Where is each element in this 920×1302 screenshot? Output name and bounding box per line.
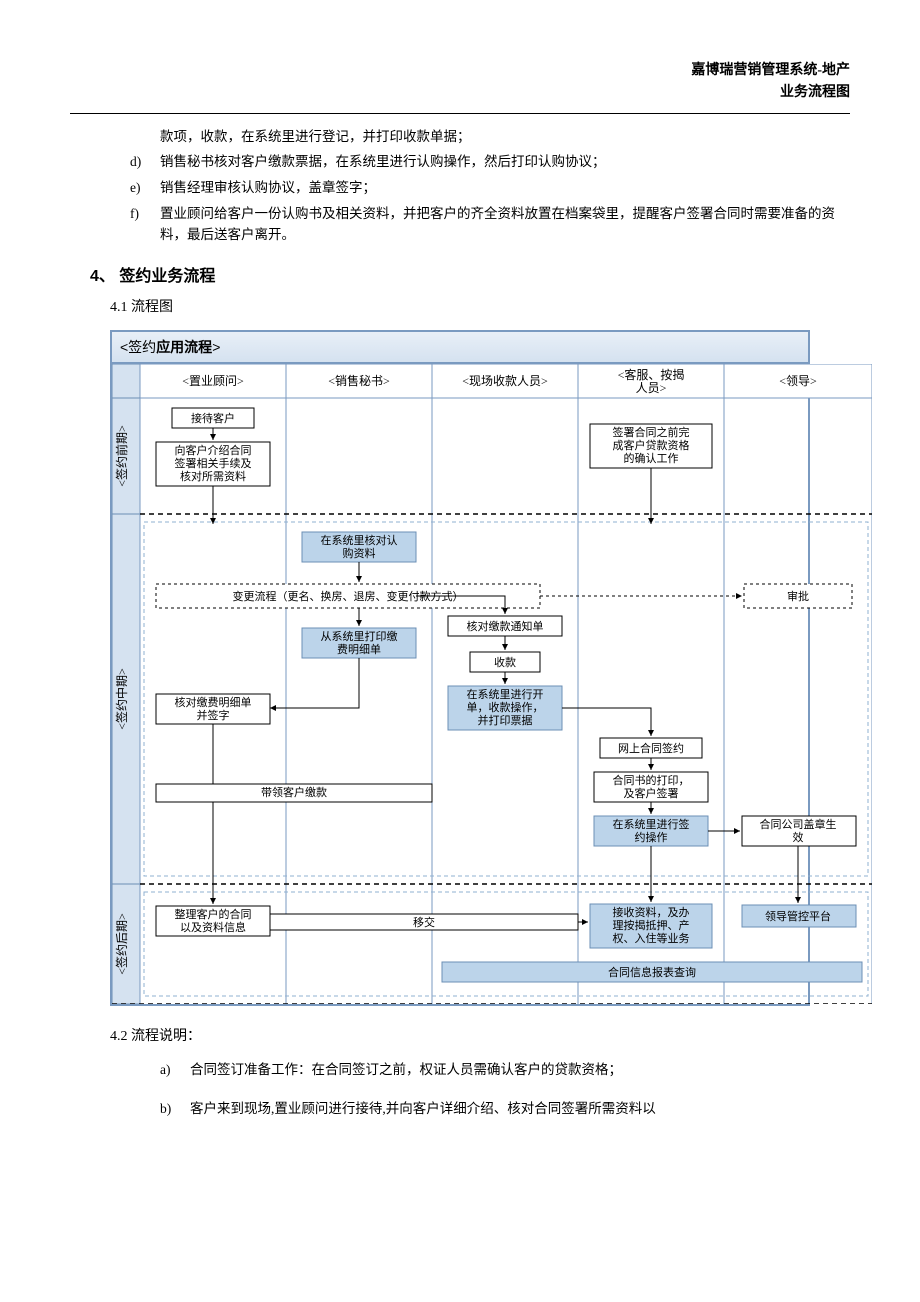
svg-text:移交: 移交 xyxy=(413,915,435,929)
svg-text:<签约前期>: <签约前期> xyxy=(114,425,129,487)
section-4-2: 4.2 流程说明： xyxy=(110,1026,850,1048)
svg-text:单，收款操作，: 单，收款操作， xyxy=(467,700,544,714)
svg-text:的确认工作: 的确认工作 xyxy=(624,451,679,465)
svg-text:签署相关手续及: 签署相关手续及 xyxy=(175,456,252,470)
svg-text:合同书的打印，: 合同书的打印， xyxy=(613,773,690,787)
header-line2: 业务流程图 xyxy=(70,82,850,104)
svg-text:收款: 收款 xyxy=(494,655,516,669)
svg-text:接待客户: 接待客户 xyxy=(191,411,235,425)
svg-text:成客户贷款资格: 成客户贷款资格 xyxy=(613,438,690,452)
svg-text:带领客户缴款: 带领客户缴款 xyxy=(261,785,327,799)
svg-text:购资料: 购资料 xyxy=(343,546,376,560)
svg-text:费明细单: 费明细单 xyxy=(337,643,381,656)
svg-text:以及资料信息: 以及资料信息 xyxy=(180,920,246,934)
desc-b: b)客户来到现场,置业顾问进行接待,并向客户详细介绍、核对合同签署所需资料以 xyxy=(160,1098,850,1120)
svg-text:接收资料，及办: 接收资料，及办 xyxy=(613,905,690,919)
svg-text:网上合同签约: 网上合同签约 xyxy=(618,741,684,755)
svg-text:<签约后期>: <签约后期> xyxy=(114,913,129,975)
cont-c: 款项，收款，在系统里进行登记，并打印收款单据； xyxy=(160,126,850,148)
svg-text:审批: 审批 xyxy=(787,589,809,603)
svg-text:并签字: 并签字 xyxy=(197,708,230,722)
section-4-title: 4、 签约业务流程 xyxy=(90,264,850,290)
svg-text:向客户介绍合同: 向客户介绍合同 xyxy=(175,443,252,457)
svg-text:在系统里进行签: 在系统里进行签 xyxy=(613,817,690,831)
svg-text:效: 效 xyxy=(793,830,804,844)
flowchart-container: <签约应用流程> <置业顾问> <销售秘书> <现场收款人员> <客服、按揭人员… xyxy=(110,330,810,1006)
svg-text:在系统里核对认: 在系统里核对认 xyxy=(321,533,398,547)
item-e: e)销售经理审核认购协议，盖章签字； xyxy=(130,177,850,199)
flowchart-svg: <置业顾问> <销售秘书> <现场收款人员> <客服、按揭人员> <领导> <签… xyxy=(112,364,872,1004)
svg-text:整理客户的合同: 整理客户的合同 xyxy=(175,907,252,921)
svg-text:人员>: 人员> xyxy=(636,381,667,395)
svg-text:核对缴款通知单: 核对缴款通知单 xyxy=(467,619,544,633)
svg-text:<销售秘书>: <销售秘书> xyxy=(328,373,390,388)
svg-text:核对缴费明细单: 核对缴费明细单 xyxy=(175,695,252,709)
svg-text:及客户签署: 及客户签署 xyxy=(624,786,679,800)
svg-text:理按揭抵押、产: 理按揭抵押、产 xyxy=(613,918,690,932)
desc-a: a)合同签订准备工作：在合同签订之前，权证人员需确认客户的贷款资格； xyxy=(160,1059,850,1081)
item-d: d)销售秘书核对客户缴款票据，在系统里进行认购操作，然后打印认购协议； xyxy=(130,151,850,173)
section-4-1: 4.1 流程图 xyxy=(110,297,850,319)
svg-text:在系统里进行开: 在系统里进行开 xyxy=(467,688,544,701)
svg-text:签署合同之前完: 签署合同之前完 xyxy=(613,425,690,439)
svg-text:领导管控平台: 领导管控平台 xyxy=(765,909,831,923)
svg-text:约操作: 约操作 xyxy=(635,830,668,844)
svg-text:从系统里打印缴: 从系统里打印缴 xyxy=(321,629,398,643)
header-line1: 嘉博瑞营销管理系统-地产 xyxy=(70,60,850,82)
svg-text:权、入住等业务: 权、入住等业务 xyxy=(613,931,690,945)
svg-text:并打印票据: 并打印票据 xyxy=(478,713,533,727)
svg-text:<客服、按揭: <客服、按揭 xyxy=(618,367,685,382)
flowchart-title: <签约应用流程> xyxy=(112,332,808,364)
svg-text:核对所需资料: 核对所需资料 xyxy=(180,469,246,483)
svg-text:合同公司盖章生: 合同公司盖章生 xyxy=(760,817,837,831)
svg-text:<置业顾问>: <置业顾问> xyxy=(182,374,244,388)
svg-text:<领导>: <领导> xyxy=(779,374,817,388)
svg-text:<签约中期>: <签约中期> xyxy=(114,668,129,730)
svg-text:<现场收款人员>: <现场收款人员> xyxy=(462,374,548,388)
doc-header: 嘉博瑞营销管理系统-地产 业务流程图 xyxy=(70,60,850,105)
item-f: f)置业顾问给客户一份认购书及相关资料，并把客户的齐全资料放置在档案袋里，提醒客… xyxy=(130,203,850,246)
svg-text:合同信息报表查询: 合同信息报表查询 xyxy=(608,965,696,979)
header-rule xyxy=(70,113,850,114)
